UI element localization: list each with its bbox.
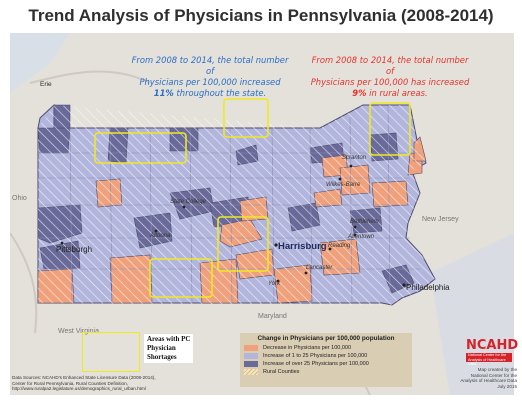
shortage-legend-line1: Areas with PC — [147, 335, 191, 343]
legend-swatch-increase-low — [244, 353, 258, 359]
legend-item-increase-high: Increase of over 25 Physicians per 100,0… — [244, 360, 408, 368]
statewide-stat: From 2008 to 2014, the total number of P… — [130, 55, 290, 99]
rural-stat-line2: Physicians per 100,000 has increased — [310, 77, 470, 87]
label-ohio: Ohio — [12, 195, 27, 202]
label-pittsburgh: Pittsburgh — [56, 245, 93, 254]
data-sources: Data Sources: NCAHD's Enhanced State Lic… — [12, 375, 242, 392]
rural-stat-line1: From 2008 to 2014, the total number of — [311, 55, 469, 76]
ncahd-logo: NCAHD — [466, 338, 519, 353]
legend-label-rural: Rural Counties — [263, 369, 300, 375]
legend-item-increase-low: Increase of 1 to 25 Physicians per 100,0… — [244, 352, 408, 360]
legend-label-decrease: Decrease in Physicians per 100,000 — [263, 345, 352, 351]
label-allentown: Allentown — [348, 234, 375, 240]
label-scranton: Scranton — [342, 155, 367, 161]
map-title: Trend Analysis of Physicians in Pennsylv… — [28, 6, 494, 25]
legend-item-decrease: Decrease in Physicians per 100,000 — [244, 344, 408, 352]
statewide-stat-suffix: throughout the state. — [173, 88, 267, 98]
shortage-area-central — [217, 216, 269, 272]
sources-line2: Center for Rural Pennsylvania, Rural Cou… — [12, 380, 128, 386]
label-lancaster: Lancaster — [306, 265, 333, 271]
shortage-legend-swatch — [82, 332, 140, 372]
shortage-area-north-central — [94, 132, 187, 164]
label-state-college: State College — [170, 199, 207, 205]
credit-line3: Analysis of Healthcare Data — [460, 378, 517, 384]
shortage-area-northeast — [369, 102, 411, 156]
shortage-area-south — [149, 258, 213, 298]
statewide-stat-pct: 11% — [153, 88, 174, 98]
city-dots — [60, 164, 406, 287]
legend-swatch-decrease — [244, 345, 258, 351]
credit-line1: Map created by the — [477, 367, 517, 372]
legend-label-increase-low: Increase of 1 to 25 Physicians per 100,0… — [263, 353, 368, 359]
rural-stat-line3: 9% in rural areas. — [310, 88, 470, 99]
statewide-stat-line3: 11% throughout the state. — [130, 88, 290, 99]
label-bethlehem: Bethlehem — [350, 219, 379, 225]
map-credit: Map created by the National Center for t… — [447, 367, 517, 389]
credit-line2: National Center for the — [470, 372, 517, 378]
change-legend: Change in Physicians per 100,000 populat… — [240, 333, 412, 387]
legend-label-increase-high: Increase of over 25 Physicians per 100,0… — [263, 361, 369, 367]
label-york: York — [268, 281, 281, 287]
label-harrisburg: Harrisburg — [278, 241, 327, 252]
ncahd-badge-line1: National Center for the — [468, 353, 507, 357]
rural-stat: From 2008 to 2014, the total number of P… — [310, 55, 470, 99]
legend-swatch-rural — [244, 369, 258, 375]
statewide-stat-line1: From 2008 to 2014, the total number of — [131, 55, 289, 76]
ncahd-badge: National Center for the Analysis of Heal… — [466, 353, 512, 366]
label-new-jersey: New Jersey — [422, 216, 459, 223]
rural-stat-suffix: in rural areas. — [366, 88, 428, 98]
legend-item-rural: Rural Counties — [244, 368, 408, 376]
statewide-stat-line2: Physicians per 100,000 increased — [139, 77, 281, 87]
lake-erie — [10, 33, 70, 93]
label-philadelphia: Philadelphia — [406, 283, 450, 292]
ncahd-badge-line2: Analysis of Healthcare Data — [468, 357, 506, 367]
credit-line4: July 2015 — [497, 383, 517, 389]
shortage-legend-line3: Shortages — [147, 353, 177, 361]
label-west-virginia: West Virginia — [58, 328, 99, 335]
label-altoona: Altoona — [150, 233, 171, 239]
sources-line3: http://www.ruralpa2.legislature.us/demog… — [12, 386, 146, 392]
shortage-areas — [94, 98, 411, 298]
legend-swatch-increase-high — [244, 361, 258, 367]
label-wilkes-barre: Wilkes-Barre — [326, 182, 361, 188]
shortage-area-north — [223, 98, 269, 138]
legend-title: Change in Physicians per 100,000 populat… — [257, 335, 395, 342]
shortage-legend-text: Areas with PC Physician Shortages — [144, 334, 194, 363]
rural-stat-pct: 9% — [352, 88, 367, 98]
map-area: From 2008 to 2014, the total number of P… — [10, 33, 514, 395]
pennsylvania-map — [10, 33, 514, 395]
label-erie: Erie — [40, 81, 52, 88]
label-maryland: Maryland — [258, 313, 287, 320]
shortage-legend-line2: Physician — [147, 344, 176, 352]
label-reading: Reading — [328, 243, 351, 249]
rural-hatching — [38, 105, 435, 305]
sources-line1: Data Sources: NCAHD's Enhanced State Lic… — [12, 375, 156, 380]
